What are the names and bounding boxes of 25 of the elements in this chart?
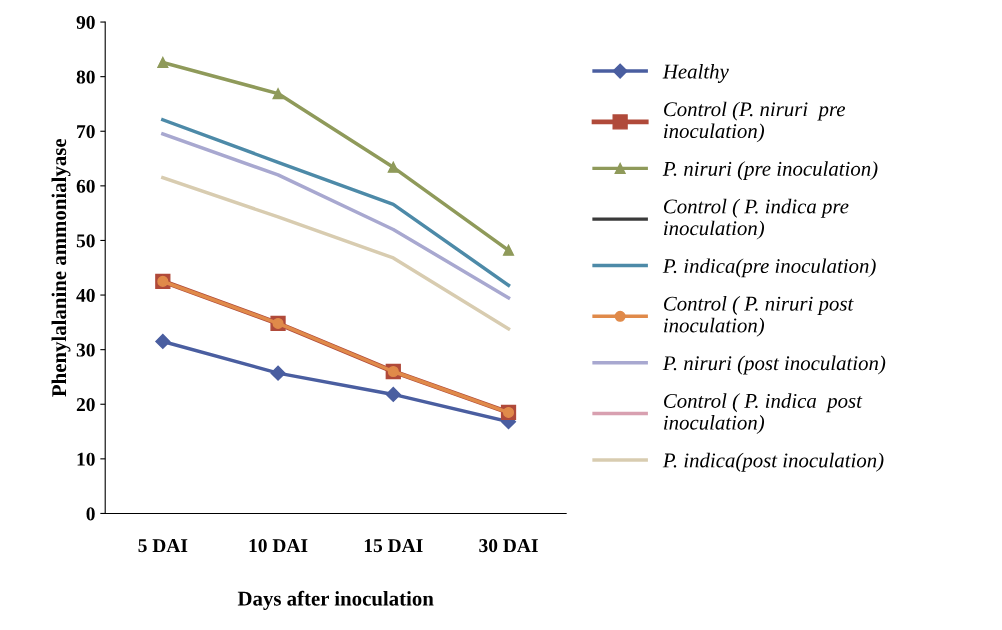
x-tick-label: 30 DAI bbox=[479, 539, 538, 553]
y-tick-label: 70 bbox=[77, 125, 95, 139]
y-tick-label: 0 bbox=[86, 507, 95, 521]
y-tick-label: 90 bbox=[76, 15, 95, 29]
legend-label: Control (P. niruri pre inoculation) bbox=[664, 101, 846, 143]
legend-label: Control ( P. indica pre inoculation) bbox=[664, 198, 849, 240]
y-tick-label: 60 bbox=[76, 179, 95, 193]
y-tick-label: 80 bbox=[76, 70, 95, 84]
legend-label: Control ( P. indica post inoculation) bbox=[664, 393, 863, 434]
legend-label: P. indica(pre inoculation) bbox=[662, 258, 876, 278]
legend-label: Control ( P. niruri post inoculation) bbox=[664, 296, 854, 337]
x-axis-title: Days after inoculation bbox=[237, 590, 434, 610]
y-tick-label: 10 bbox=[77, 452, 95, 466]
y-axis-title: Phenylalanine ammonialyase bbox=[51, 138, 71, 397]
x-tick-label: 10 DAI bbox=[249, 539, 308, 553]
y-tick-label: 40 bbox=[76, 288, 95, 302]
x-tick-label: 15 DAI bbox=[364, 539, 423, 553]
x-tick-label: 5 DAI bbox=[138, 539, 188, 553]
y-tick-label: 30 bbox=[76, 343, 95, 357]
y-tick-label: 50 bbox=[76, 234, 95, 248]
y-tick-label: 20 bbox=[76, 398, 95, 412]
legend-label: P. indica(post inoculation) bbox=[662, 452, 884, 472]
legend-label: Healthy bbox=[662, 63, 729, 83]
legend-label: P. niruri (pre inoculation) bbox=[662, 161, 878, 181]
legend-label: P. niruri (post inoculation) bbox=[662, 355, 886, 375]
